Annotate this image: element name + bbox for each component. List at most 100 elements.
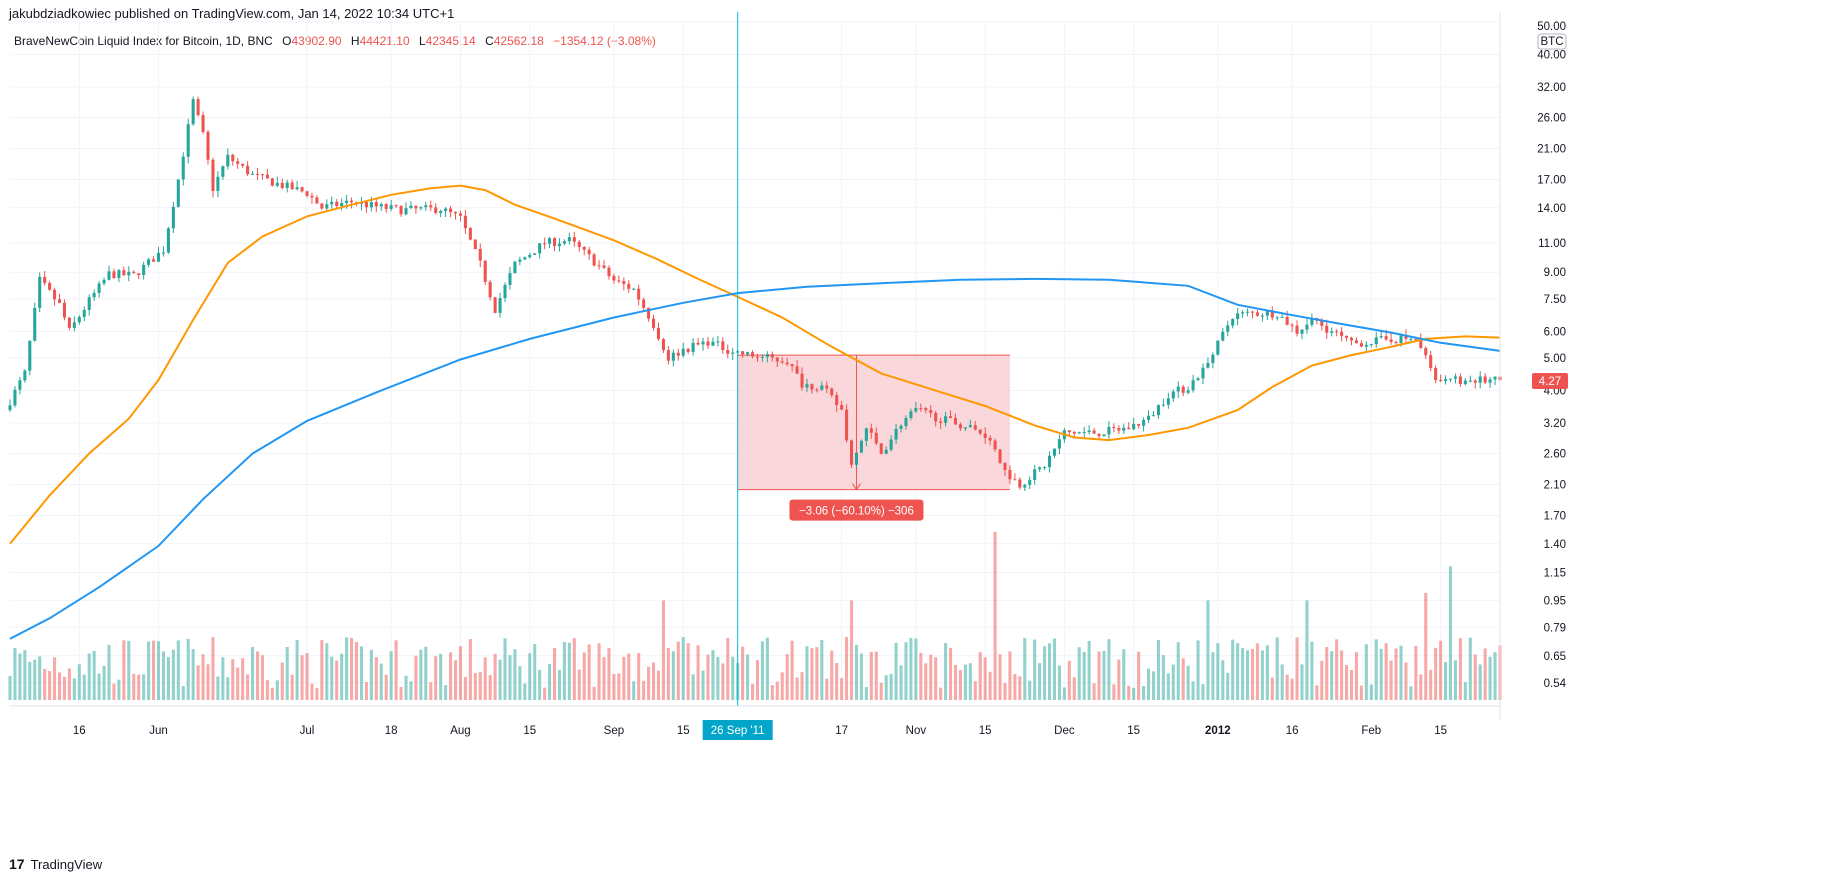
candle-body [1003,462,1007,470]
candle-body [87,297,91,310]
high-value: 44421.10 [359,34,410,48]
tradingview-logo-icon: 17 [9,856,25,872]
volume-bar [384,674,388,700]
volume-bar [815,647,819,700]
candle-body [567,237,571,242]
volume-bar [280,662,284,700]
candle-body [72,322,76,328]
time-axis[interactable]: 16 Jun Jul 18 Aug 15 Sep 15 17 Nov 15 Dec 15 2012 16 Fe… [10,705,1500,737]
candle-body [226,154,230,167]
candle-body [1216,340,1220,355]
volume-bar [1028,680,1032,700]
candle-body [711,341,715,346]
volume-bar [429,682,433,700]
volume-bar [251,647,255,700]
volume-bar [1483,648,1487,700]
volume-bar [1439,640,1443,700]
symbol-legend: BraveNewCoin Liquid Index for Bitcoin, 1… [14,34,656,48]
candle-body [835,395,839,405]
unit-badge-box [1537,33,1567,50]
y-tick-label: 50.00 [1537,21,1566,33]
candle-body [1453,376,1457,379]
candle-body [1330,331,1334,333]
candle-body [137,273,141,275]
candle-body [1493,376,1497,380]
candle-body [216,176,220,191]
volume-bar [830,650,834,700]
volume-bar [1414,645,1418,700]
candle-body [1414,338,1418,340]
y-tick-label: 32.00 [1537,82,1566,94]
volume-bar [1171,664,1175,700]
candle-body [478,248,482,261]
volume-bar [340,653,344,700]
candle-body [335,201,339,207]
candle-body [1067,430,1071,433]
volume-bar [419,649,423,700]
y-tick-label: 1.70 [1544,510,1566,522]
volume-bar [1493,652,1497,700]
x-tick-label: 15 [1127,725,1140,737]
volume-bar [354,642,359,700]
candle-body [973,425,977,430]
candle-body [364,201,368,208]
candle-body [1048,455,1052,468]
x-tick-label: 16 [73,725,86,737]
volume-bar [1325,647,1329,700]
volume-bar [622,656,626,700]
candle-body [1161,404,1165,406]
volume-bar [1429,669,1433,700]
candle-body [1424,348,1428,356]
price-range-measure[interactable]: −3.06 (−60.10%) −306 [737,354,1010,521]
price-axis[interactable]: 40.00 32.00 26.00 21.00 17.00 14.00 11.00 9.00 7… [1499,12,1568,719]
y-tick-label: 2.60 [1544,448,1566,460]
candle-body [1137,424,1141,426]
volume-bar [676,641,680,700]
candle-body [1255,312,1259,316]
candle-body [196,99,200,116]
candle-body [1488,379,1492,383]
candle-body [147,259,151,265]
volume-bar [414,655,418,700]
candle-body [518,259,522,262]
x-tick-label: Jul [300,725,315,737]
volume-bar [18,653,22,700]
volume-bar [785,654,789,700]
volume-bar [231,659,235,700]
candle-body [1206,363,1210,368]
volume-bar [1097,651,1101,700]
candle-body [750,352,755,357]
volume-bar [1122,649,1126,700]
candle-body [1196,378,1200,381]
candle-body [1092,430,1096,434]
measure-box [737,355,1010,490]
candle-body [43,276,47,284]
volume-bar [1013,673,1017,700]
volume-bar [53,657,57,700]
candle-body [211,159,215,191]
candle-body [1132,424,1136,430]
volume-bar [647,666,651,700]
volume-bar [914,638,918,700]
candle-body [765,354,769,357]
volume-bar [1156,640,1160,700]
candle-body [1364,344,1368,347]
candle-body [488,281,492,298]
volume-bar [1260,650,1264,700]
volume-bar [706,654,710,700]
volume-bar [691,674,695,700]
candle-body [236,161,240,164]
candle-body [929,410,933,413]
volume-bar [879,682,883,700]
volume-bar [483,657,487,700]
volume-bar [1062,687,1066,700]
candle-body [1434,367,1438,381]
volume-bar [1384,643,1388,700]
volume-bar [1048,643,1052,700]
candle-body [1201,367,1205,379]
volume-bar [1458,638,1462,700]
volume-bar [523,683,527,700]
volume-bar [1067,660,1071,700]
footer-brand[interactable]: 17 TradingView [9,856,102,872]
